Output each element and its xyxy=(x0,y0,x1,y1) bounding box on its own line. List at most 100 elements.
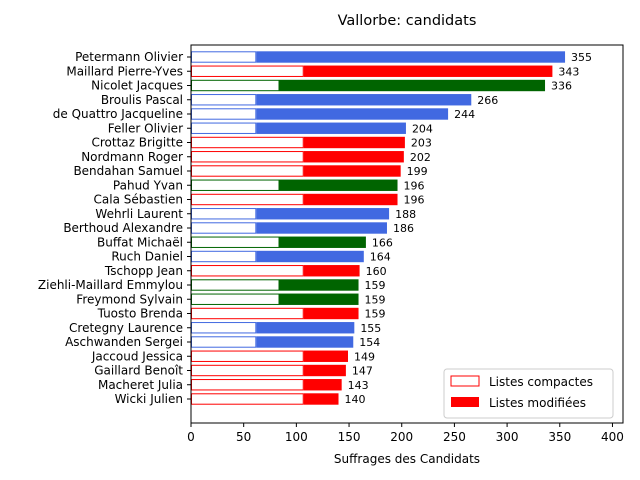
bar-compact xyxy=(191,364,304,377)
y-tick-label: Maillard Pierre-Yves xyxy=(66,64,183,78)
x-tick-label: 150 xyxy=(338,430,361,444)
y-tick-label: Broulis Pascal xyxy=(101,93,183,107)
bar-modified xyxy=(256,208,390,220)
bar-value-label: 155 xyxy=(360,322,381,335)
x-tick-label: 300 xyxy=(496,430,519,444)
bar-value-label: 336 xyxy=(551,80,572,93)
bar-value-label: 196 xyxy=(404,179,425,192)
bar-modified xyxy=(303,151,404,163)
legend: Listes compactes Listes modifiées xyxy=(443,368,614,419)
y-tick-label: Tuosto Brenda xyxy=(97,307,183,321)
bar-compact xyxy=(191,250,257,263)
y-tick-label: Macheret Julia xyxy=(98,378,183,392)
bar-modified xyxy=(303,393,339,405)
bar-compact xyxy=(191,94,257,106)
y-tick-label: Crottaz Brigitte xyxy=(91,136,183,150)
bar-compact xyxy=(191,279,280,291)
bar-compact xyxy=(191,108,257,120)
bar-value-label: 143 xyxy=(348,379,369,392)
value-labels-layer: 3553433362662442042032021991961961881861… xyxy=(345,51,593,406)
bar-value-label: 154 xyxy=(359,336,380,349)
bar-modified xyxy=(256,51,566,63)
bar-compact xyxy=(191,65,304,77)
bar-modified xyxy=(256,250,364,263)
legend-frame xyxy=(443,368,614,419)
y-tick-label: Jaccoud Jessica xyxy=(91,349,183,363)
y-tick-label: Nicolet Jacques xyxy=(91,79,183,93)
bar-value-label: 202 xyxy=(410,151,431,164)
bar-compact xyxy=(191,393,304,405)
bar-modified xyxy=(279,279,359,291)
y-tick-label: Gaillard Benoît xyxy=(94,364,183,378)
bar-value-label: 199 xyxy=(407,165,428,178)
bar-modified xyxy=(303,364,346,377)
bar-modified xyxy=(303,165,401,177)
x-tick-label: 250 xyxy=(443,430,466,444)
bar-modified xyxy=(279,79,546,92)
bar-compact xyxy=(191,208,257,220)
bar-compact xyxy=(191,265,304,277)
bar-compact xyxy=(191,350,304,362)
y-tick-label: Ruch Daniel xyxy=(111,250,183,264)
bar-modified xyxy=(303,379,342,391)
bar-compact xyxy=(191,193,304,206)
y-tick-label: Berthoud Alexandre xyxy=(63,221,183,235)
y-tick-label: Nordmann Roger xyxy=(81,150,183,164)
y-tick-label: Wehrli Laurent xyxy=(95,207,183,221)
bar-modified xyxy=(256,94,472,106)
x-tick-label: 400 xyxy=(601,430,624,444)
x-tick-label: 200 xyxy=(390,430,413,444)
bar-value-label: 204 xyxy=(412,122,433,135)
bar-modified xyxy=(303,193,398,206)
x-axis-label: Suffrages des Candidats xyxy=(334,452,480,466)
bar-compact xyxy=(191,293,280,305)
y-tick-label: Feller Olivier xyxy=(108,121,183,135)
y-tick-label: Pahud Yvan xyxy=(113,178,183,192)
bar-value-label: 160 xyxy=(366,265,387,278)
y-tick-label: Aschwanden Sergei xyxy=(65,335,183,349)
bars-layer xyxy=(191,51,566,405)
bar-value-label: 159 xyxy=(365,279,386,292)
legend-swatch-compact xyxy=(450,375,480,387)
y-tick-label: de Quattro Jacqueline xyxy=(53,107,183,121)
legend-label-compact: Listes compactes xyxy=(489,375,593,389)
bar-modified xyxy=(256,322,355,334)
bar-modified xyxy=(279,236,366,248)
y-tick-label: Tschopp Jean xyxy=(104,264,183,278)
bar-value-label: 186 xyxy=(393,222,414,235)
y-tick-label: Ziehli-Maillard Emmylou xyxy=(38,278,183,292)
bar-modified xyxy=(279,179,398,191)
bar-value-label: 266 xyxy=(477,94,498,107)
bar-value-label: 140 xyxy=(345,393,366,406)
bar-compact xyxy=(191,336,257,348)
bar-modified xyxy=(256,122,406,134)
plot-frame xyxy=(190,44,624,424)
bar-modified xyxy=(256,336,354,348)
y-tick-label: Cretegny Laurence xyxy=(69,321,183,335)
y-tick-label: Petermann Olivier xyxy=(75,50,183,64)
legend-label-modified: Listes modifiées xyxy=(489,396,586,410)
bar-value-label: 196 xyxy=(404,194,425,207)
y-tick-label: Freymond Sylvain xyxy=(76,292,183,306)
x-ticks-layer: 0 50 100 150 200 250 300 350 400 xyxy=(187,423,624,444)
bar-value-label: 166 xyxy=(372,236,393,249)
bar-compact xyxy=(191,307,304,320)
bar-compact xyxy=(191,136,304,149)
bar-value-label: 159 xyxy=(365,293,386,306)
bar-value-label: 149 xyxy=(354,350,375,363)
y-tick-label: Wicki Julien xyxy=(115,392,183,406)
bar-modified xyxy=(256,222,387,234)
x-tick-label: 100 xyxy=(285,430,308,444)
bar-modified xyxy=(279,293,359,305)
bar-modified xyxy=(256,108,449,120)
bar-compact xyxy=(191,379,304,391)
x-tick-label: 350 xyxy=(548,430,571,444)
bar-compact xyxy=(191,51,257,63)
chart-title: Vallorbe: candidats xyxy=(338,13,477,29)
bar-modified xyxy=(303,65,553,77)
bar-compact xyxy=(191,236,280,248)
bar-compact xyxy=(191,122,257,134)
bar-modified xyxy=(303,265,360,277)
